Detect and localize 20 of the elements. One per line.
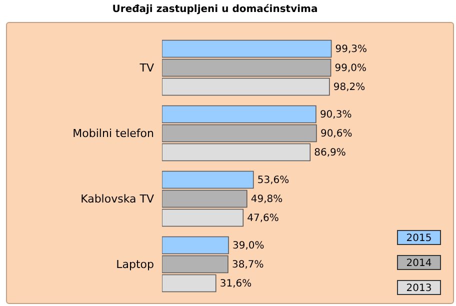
data-label: 98,2% xyxy=(333,82,366,94)
data-label: 86,9% xyxy=(314,148,346,159)
data-label: 99,0% xyxy=(334,63,367,74)
text: 2014 xyxy=(406,258,432,269)
data-label: 47,6% xyxy=(247,213,279,224)
data-label: 39,0% xyxy=(232,240,264,252)
text: 2013 xyxy=(406,283,432,294)
data-label: 38,7% xyxy=(232,260,264,271)
data-label: 90,3% xyxy=(320,110,352,121)
y-tick-label: Laptop xyxy=(116,258,154,272)
data-label: 90,6% xyxy=(320,128,352,140)
chart-title: Uređaji zastupljeni u domaćinstvima xyxy=(111,4,319,15)
y-tick-label: TV xyxy=(138,62,154,75)
text: 2015 xyxy=(406,233,432,244)
data-label: 99,3% xyxy=(335,44,368,56)
data-label: 49,8% xyxy=(250,194,283,206)
y-tick-label: Mobilni telefon xyxy=(72,127,154,140)
data-label: 31,6% xyxy=(220,278,252,290)
data-label: 53,6% xyxy=(257,175,290,186)
y-tick-label: Kablovska TV xyxy=(80,192,154,206)
